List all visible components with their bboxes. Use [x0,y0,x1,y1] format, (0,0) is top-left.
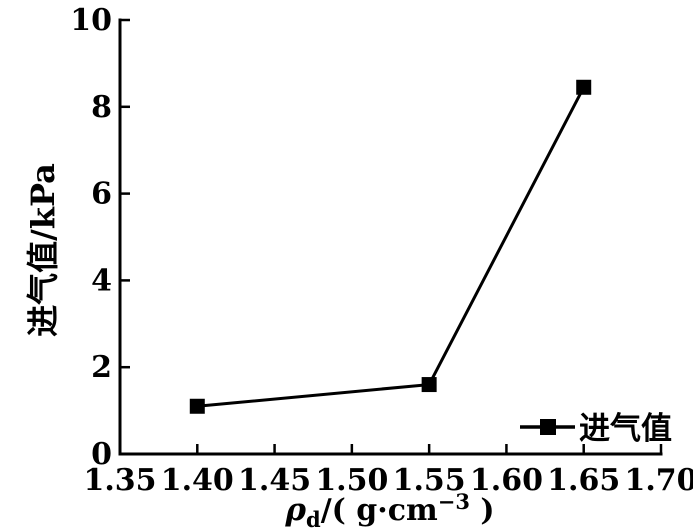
axes [118,18,663,456]
y-tick-label: 10 [70,3,112,38]
axis-lines [118,18,663,456]
xlabel-close-paren: ) [470,493,495,528]
data-point-marker [576,79,592,95]
data-point-marker [421,377,437,393]
data-point-marker [189,398,205,414]
x-tick-label: 1.50 [315,463,388,498]
legend-label: 进气值 [579,411,672,447]
xlabel-units: /( g·cm [321,493,438,528]
y-tick-label: 2 [91,350,112,385]
legend: 进气值 [520,411,672,447]
axis-tick-labels: 1.35 1.40 1.45 1.50 1.55 1.60 1.65 1.70 0 2 4 6 8 10 [70,3,693,498]
xlabel-exponent: −3 [438,489,470,514]
x-tick-label: 1.40 [161,463,234,498]
legend-marker-square [540,419,556,435]
data-series [189,79,592,414]
y-tick-label: 8 [91,90,112,125]
x-tick-label: 1.70 [624,463,693,498]
y-axis-title: 进气值/kPa [24,163,62,337]
axis-ticks [121,18,663,453]
x-tick-label: 1.45 [238,463,311,498]
x-tick-label: 1.55 [393,463,466,498]
y-tick-label: 4 [91,263,112,298]
x-tick-label: 1.65 [547,463,620,498]
y-tick-label: 0 [91,437,112,472]
x-tick-label: 1.35 [83,463,156,498]
x-tick-label: 1.60 [470,463,543,498]
rho-symbol: ρ [284,492,306,528]
data-line [197,86,586,408]
y-tick-label: 6 [91,177,112,212]
rho-subscript: d [306,507,321,532]
x-axis-title: ρd/( g·cm−3 ) [284,489,494,532]
